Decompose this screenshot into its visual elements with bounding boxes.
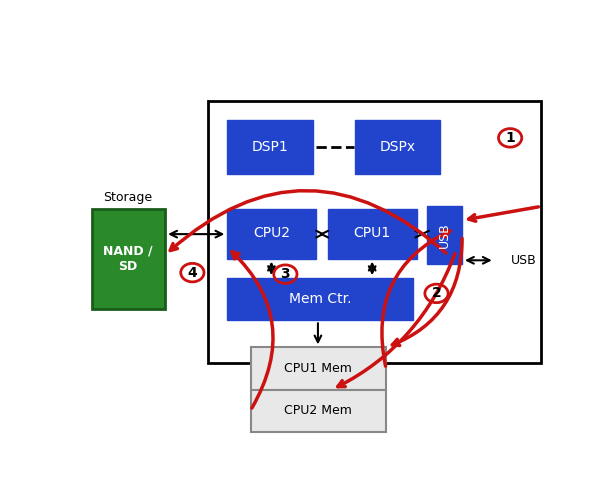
- Text: 1: 1: [505, 131, 515, 145]
- Text: CPU2 Mem: CPU2 Mem: [284, 404, 352, 417]
- Bar: [227, 278, 414, 320]
- Bar: [227, 120, 312, 174]
- Text: CPU2: CPU2: [253, 226, 290, 241]
- Text: 3: 3: [281, 267, 290, 281]
- Text: CPU1 Mem: CPU1 Mem: [284, 362, 352, 375]
- Bar: [91, 209, 165, 309]
- Bar: [250, 347, 386, 389]
- Text: USB: USB: [438, 222, 451, 248]
- Text: NAND /
SD: NAND / SD: [104, 245, 153, 273]
- Bar: [328, 209, 417, 259]
- Bar: [427, 206, 462, 264]
- Text: CPU1: CPU1: [354, 226, 391, 241]
- Text: DSP1: DSP1: [252, 140, 288, 154]
- Text: Mem Ctr.: Mem Ctr.: [289, 292, 351, 306]
- Text: DSPx: DSPx: [379, 140, 416, 154]
- Bar: [208, 101, 541, 363]
- Bar: [250, 389, 386, 432]
- Text: 2: 2: [432, 286, 442, 301]
- Text: Storage: Storage: [104, 191, 153, 203]
- Bar: [355, 120, 440, 174]
- Text: 4: 4: [188, 265, 197, 280]
- Text: USB: USB: [511, 254, 537, 267]
- Bar: [227, 209, 316, 259]
